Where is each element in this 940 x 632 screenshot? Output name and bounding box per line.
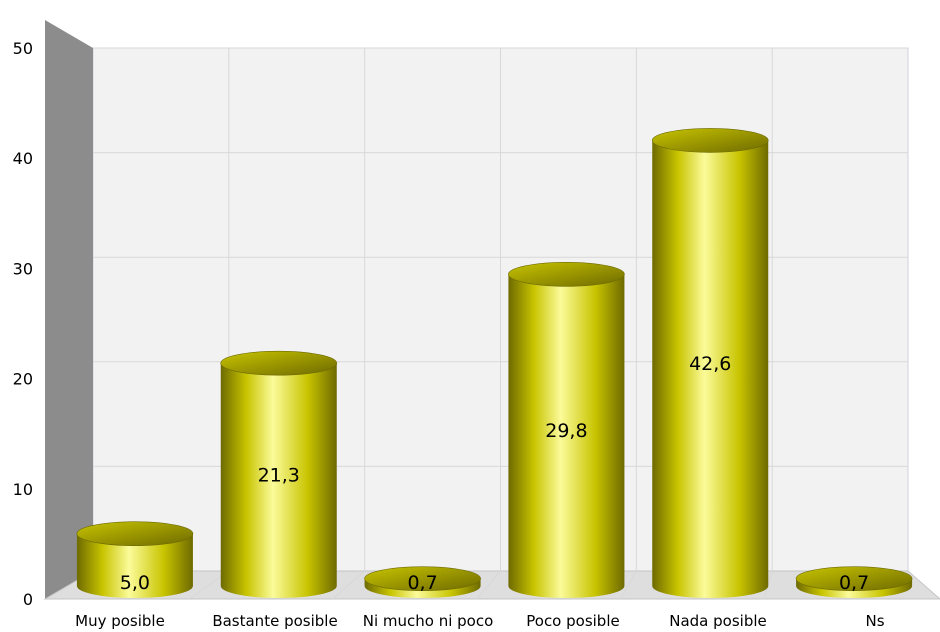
data-label: 42,6	[689, 353, 731, 375]
data-label: 21,3	[258, 465, 300, 487]
x-tick-label: Ni mucho ni poco	[363, 612, 494, 630]
bar-3: 29,8	[508, 261, 625, 598]
bar-cap	[76, 521, 194, 547]
y-tick-label: 30	[13, 259, 33, 278]
bar-5: 0,7	[795, 566, 913, 598]
gridline-floor	[619, 570, 637, 600]
data-label: 29,8	[545, 420, 587, 442]
bar-cap	[651, 128, 769, 153]
bar-cap	[220, 350, 338, 376]
x-tick-label: Ns	[865, 612, 884, 630]
gridline-floor	[476, 570, 501, 600]
gridline-floor	[332, 570, 365, 600]
y-tick-label: 50	[13, 39, 33, 58]
bar-4: 42,6	[651, 128, 769, 599]
x-tick-label: Nada posible	[669, 612, 767, 630]
y-axis-ticks: 0 10 20 30 40 50	[13, 39, 33, 609]
bar-0: 5,0	[76, 521, 194, 598]
x-tick-label: Poco posible	[526, 612, 619, 630]
x-tick-label: Bastante posible	[212, 612, 337, 630]
bar-body	[220, 363, 337, 598]
x-tick-label: Muy posible	[75, 612, 165, 630]
bar-cap	[795, 566, 913, 591]
y-tick-label: 0	[23, 590, 33, 609]
side-wall	[45, 20, 93, 599]
y-tick-label: 10	[13, 480, 33, 499]
data-label: 0,7	[839, 572, 869, 594]
plot-walls	[43, 20, 940, 600]
bar-2: 0,7	[364, 566, 481, 598]
y-tick-label: 40	[13, 149, 33, 168]
data-label: 0,7	[407, 572, 437, 594]
bar-cap	[508, 261, 625, 287]
bar-body	[76, 533, 193, 598]
x-axis-labels: Muy posible Bastante posible Ni mucho ni p…	[75, 612, 885, 630]
bars: 5,0 21,3 0,7 29,8 42,6 0,7	[76, 128, 913, 599]
bar-1: 21,3	[220, 350, 338, 598]
bar-body	[508, 274, 625, 598]
y-tick-label: 20	[13, 370, 33, 389]
bar-cap	[364, 566, 481, 591]
bar-body	[652, 140, 769, 599]
data-label: 5,0	[120, 572, 150, 594]
